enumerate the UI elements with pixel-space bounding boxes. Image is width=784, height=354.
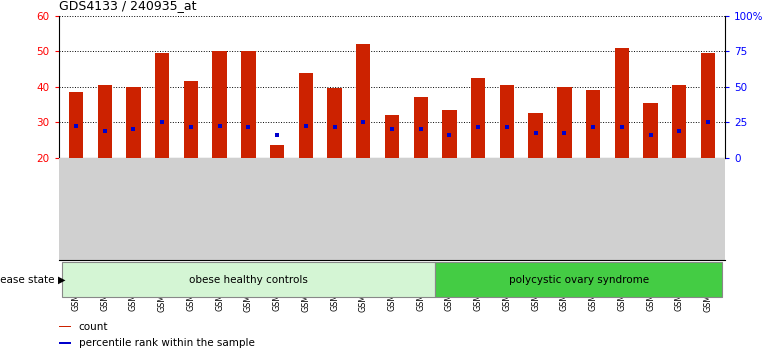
Text: GDS4133 / 240935_at: GDS4133 / 240935_at [59,0,196,12]
Bar [155,53,169,158]
Bar [59,326,71,327]
Bar [528,113,543,158]
Bar [442,110,456,158]
Bar [356,44,371,158]
Bar [586,90,601,158]
Bar [413,97,428,158]
Text: count: count [78,322,108,332]
Text: obese healthy controls: obese healthy controls [189,275,308,285]
Bar [183,81,198,158]
Bar [69,92,83,158]
FancyBboxPatch shape [62,262,435,297]
Bar [557,87,572,158]
Text: percentile rank within the sample: percentile rank within the sample [78,338,255,348]
Bar [385,115,399,158]
Bar [241,51,256,158]
Bar [328,88,342,158]
Text: polycystic ovary syndrome: polycystic ovary syndrome [509,275,649,285]
Text: ▶: ▶ [58,275,66,285]
Bar [270,145,285,158]
Bar [499,85,514,158]
Bar [701,53,715,158]
Bar [212,51,227,158]
Bar [126,87,140,158]
Bar [59,342,71,344]
Bar [471,78,485,158]
Bar [97,85,112,158]
Bar [644,103,658,158]
FancyBboxPatch shape [435,262,722,297]
Text: disease state: disease state [0,275,55,285]
Bar [672,85,687,158]
Bar [299,73,313,158]
Bar [615,48,629,158]
